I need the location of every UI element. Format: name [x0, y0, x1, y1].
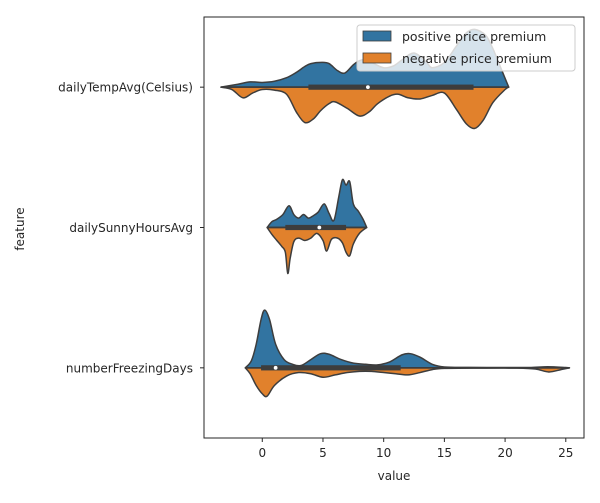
median-dot-numberfreezingdays — [273, 365, 278, 370]
box-layer — [220, 84, 570, 371]
median-dot-dailytempavg-celsius — [365, 85, 370, 90]
legend-box — [356, 24, 576, 72]
legend-swatch-positive — [362, 30, 392, 42]
y-axis-ticks: dailyTempAvg(Celsius) dailySunnyHoursAvg n… — [58, 81, 204, 375]
box-iqr-numberfreezingdays — [261, 365, 401, 371]
x-tick-label: 25 — [558, 446, 573, 460]
legend: positive price premium negative price pr… — [356, 24, 576, 72]
median-dot-dailysunnyhoursavg — [317, 225, 322, 230]
x-tick-label: 20 — [497, 446, 512, 460]
x-axis-title: value — [378, 469, 411, 483]
y-tick-label: dailyTempAvg(Celsius) — [58, 81, 193, 95]
legend-label-negative: negative price premium — [402, 51, 552, 66]
x-tick-label: 15 — [437, 446, 452, 460]
violin-layer — [220, 28, 571, 398]
violin-positive-numberfreezingdays — [244, 309, 571, 369]
x-axis-ticks: 0 5 10 15 20 25 — [258, 438, 573, 460]
x-tick-label: 5 — [319, 446, 327, 460]
legend-swatch-negative — [362, 52, 392, 64]
legend-label-positive: positive price premium — [402, 29, 546, 44]
violin-negative-numberfreezingdays — [244, 367, 571, 398]
violin-negative-dailysunnyhoursavg — [266, 226, 368, 275]
y-axis-title: feature — [13, 207, 27, 250]
violin-positive-dailysunnyhoursavg — [266, 178, 368, 229]
violin-negative-dailytempavg-celsius — [220, 86, 510, 130]
y-tick-label: numberFreezingDays — [66, 361, 193, 375]
box-iqr-dailysunnyhoursavg — [285, 224, 347, 231]
box-iqr-dailytempavg-celsius — [308, 84, 474, 90]
x-tick-label: 0 — [258, 446, 266, 460]
y-tick-label: dailySunnyHoursAvg — [69, 221, 193, 235]
x-tick-label: 10 — [376, 446, 391, 460]
